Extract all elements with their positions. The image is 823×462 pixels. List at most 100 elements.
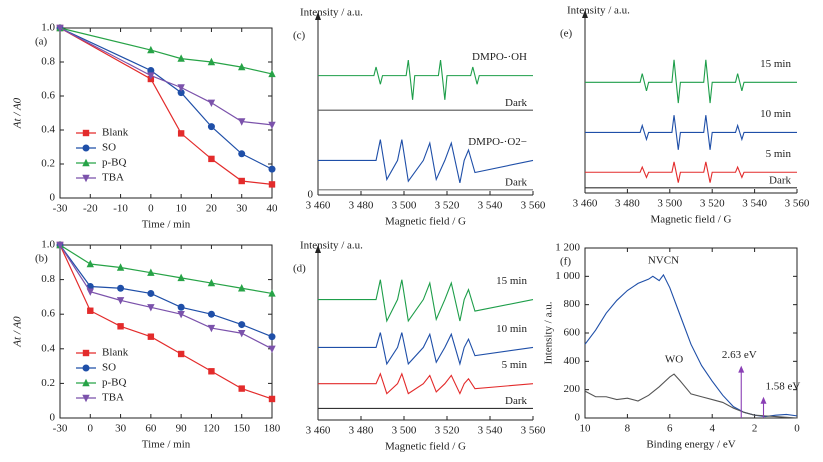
x-tick-label: 3 520 [700, 198, 725, 210]
x-tick-label: 180 [264, 423, 281, 435]
x-tick-label: 2 [752, 423, 758, 435]
series-line [59, 244, 273, 350]
y-axis-label: At / A0 [12, 97, 24, 129]
marker [238, 118, 246, 126]
x-axis-label: Magnetic field / G [385, 441, 466, 453]
y-axis-arrow [315, 12, 321, 20]
marker [207, 57, 216, 66]
marker [268, 121, 276, 130]
marker [177, 303, 185, 311]
trace-label: 10 min [496, 323, 527, 335]
x-tick-label: 3 520 [435, 200, 460, 212]
x-tick-label: 10 [176, 203, 188, 215]
marker [82, 158, 90, 167]
marker [147, 45, 155, 54]
trace-label: Dark [505, 176, 527, 188]
legend-label: Blank [102, 127, 129, 139]
x-tick-label: 0 [794, 423, 800, 435]
marker [238, 177, 245, 185]
trace-label: WO [665, 354, 683, 366]
legend-label: SO [102, 142, 116, 154]
series-line [59, 244, 273, 338]
marker [56, 241, 64, 250]
y-tick-label: 0 [575, 412, 581, 424]
x-axis-label: Magnetic field / G [651, 214, 732, 226]
x-axis-label: Magnetic field / G [385, 216, 466, 228]
marker [147, 333, 155, 340]
series-line [585, 59, 797, 104]
trace-label: Dark [769, 174, 791, 186]
legend-label: Blank [102, 347, 129, 359]
marker [116, 297, 125, 305]
series-line [584, 273, 798, 418]
marker [177, 89, 185, 97]
series-line [59, 244, 273, 400]
marker [207, 310, 215, 318]
y-tick-label: 0.2 [41, 377, 55, 389]
y-tick-label: 0 [308, 189, 314, 201]
x-tick-label: 3 460 [573, 198, 598, 210]
trace-label: 15 min [760, 58, 791, 70]
x-tick-label: 3 480 [349, 425, 374, 437]
arrow-label: 1.58 eV [766, 380, 801, 392]
x-tick-label: 8 [625, 423, 631, 435]
x-tick-label: 30 [115, 423, 127, 435]
marker [238, 284, 246, 292]
x-tick-label: 3 560 [521, 425, 546, 437]
marker [268, 289, 276, 297]
plot-frame [59, 244, 273, 419]
panel-label: (a) [35, 36, 48, 48]
marker [268, 181, 276, 188]
x-tick-label: -20 [83, 203, 98, 215]
marker [87, 307, 94, 314]
series-line [59, 27, 273, 170]
marker [177, 54, 185, 62]
y-tick-label: 0.2 [41, 158, 55, 170]
marker [207, 99, 216, 107]
x-tick-label: 90 [176, 423, 188, 435]
panel-label: (c) [293, 30, 306, 42]
marker [56, 24, 64, 33]
panel-label: (f) [560, 256, 571, 268]
x-tick-label: 6 [667, 423, 673, 435]
marker [177, 311, 185, 319]
marker [207, 278, 216, 287]
y-axis-label: Intensity / a.u. [567, 5, 630, 17]
trace-label: 15 min [496, 275, 527, 287]
plot-frame [584, 247, 798, 419]
y-axis-label: Intensity / a.u. [300, 240, 363, 252]
marker [177, 84, 185, 92]
x-tick-label: 30 [236, 203, 248, 215]
x-tick-label: 0 [88, 423, 94, 435]
series-line [318, 139, 534, 184]
marker [117, 323, 124, 330]
series-line [59, 27, 273, 185]
series-line [59, 27, 273, 126]
marker [82, 378, 90, 387]
y-tick-label: 0 [50, 412, 56, 424]
marker [147, 289, 155, 297]
marker [116, 263, 125, 271]
y-tick-label: 1 200 [555, 242, 580, 254]
x-tick-label: 3 480 [615, 198, 640, 210]
x-tick-label: 40 [267, 203, 279, 215]
marker [177, 350, 185, 358]
marker [147, 67, 155, 74]
marker [208, 155, 215, 163]
marker [208, 368, 215, 375]
x-tick-label: 60 [145, 423, 157, 435]
marker [238, 385, 245, 392]
panel-label: (d) [293, 263, 306, 275]
marker [268, 333, 276, 341]
series-line [585, 161, 797, 183]
arrow-head [760, 396, 767, 404]
marker [207, 123, 215, 131]
marker [86, 288, 94, 296]
x-tick-label: -30 [53, 203, 68, 215]
y-tick-label: 1.0 [41, 239, 55, 251]
series-line [318, 332, 534, 366]
arrow-label: 2.63 eV [722, 349, 757, 361]
trace-label: DMPO-·O2− [468, 136, 527, 148]
series-line [59, 27, 273, 75]
legend-label: p-BQ [102, 157, 127, 169]
